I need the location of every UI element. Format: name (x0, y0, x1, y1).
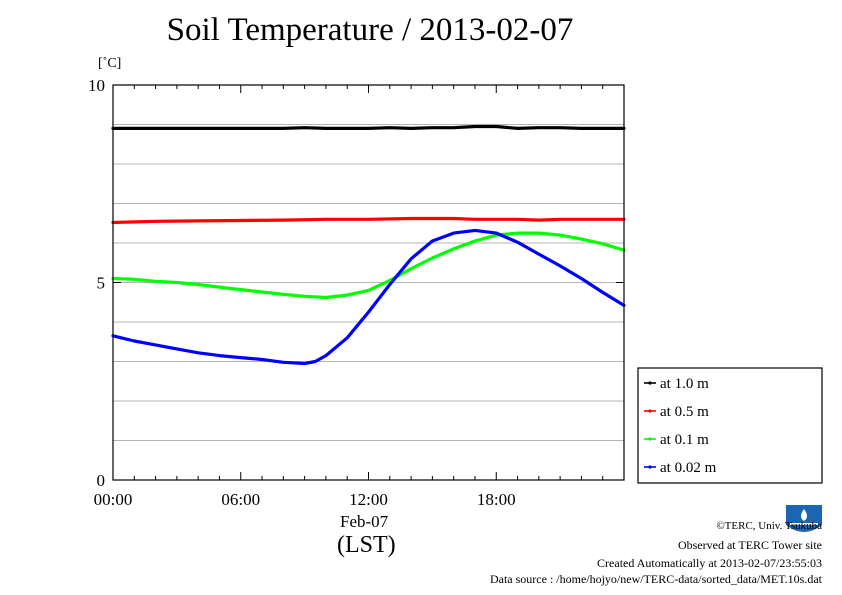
y-tick-label: 0 (97, 471, 106, 490)
legend: at 1.0 m at 0.5 m at 0.1 m at 0.02 m (637, 367, 823, 484)
site-text: Observed at TERC Tower site (677, 538, 822, 552)
series-lines (111, 124, 626, 366)
y-tick-label: 5 (97, 274, 106, 293)
legend-label: at 0.5 m (660, 404, 709, 420)
series-line (111, 231, 626, 300)
grid-lines (113, 124, 624, 441)
axis-ticks: 0 5 10 00:00 06:00 12:00 18:00 (88, 76, 624, 509)
series-line (111, 216, 626, 225)
x-tick-label: 00:00 (94, 490, 133, 509)
legend-label: at 0.1 m (660, 432, 709, 448)
data-source-text: Data source : /home/hojyo/new/TERC-data/… (489, 572, 822, 586)
x-tick-label: 18:00 (477, 490, 516, 509)
legend-marker (648, 409, 652, 413)
x-tick-label: 12:00 (349, 490, 388, 509)
chart-title: Soil Temperature / 2013-02-07 (166, 12, 574, 48)
series-line (111, 124, 626, 130)
legend-marker (648, 465, 652, 469)
created-text: Created Automatically at 2013-02-07/23:5… (597, 556, 822, 570)
legend-label: at 0.02 m (660, 460, 717, 476)
series-line (111, 228, 626, 366)
terc-logo (786, 505, 822, 532)
y-tick-label: 10 (88, 76, 105, 95)
x-axis-date-label: Feb-07 (340, 512, 389, 531)
y-axis-unit: [˚C] (98, 56, 122, 71)
legend-marker (648, 437, 652, 441)
legend-box (637, 367, 823, 484)
x-axis-timezone-label: (LST) (337, 532, 396, 558)
legend-label: at 1.0 m (660, 376, 709, 392)
copyright-text: ©TERC, Univ. Tsukuba (716, 520, 822, 532)
legend-marker (648, 381, 652, 385)
x-tick-label: 06:00 (221, 490, 260, 509)
